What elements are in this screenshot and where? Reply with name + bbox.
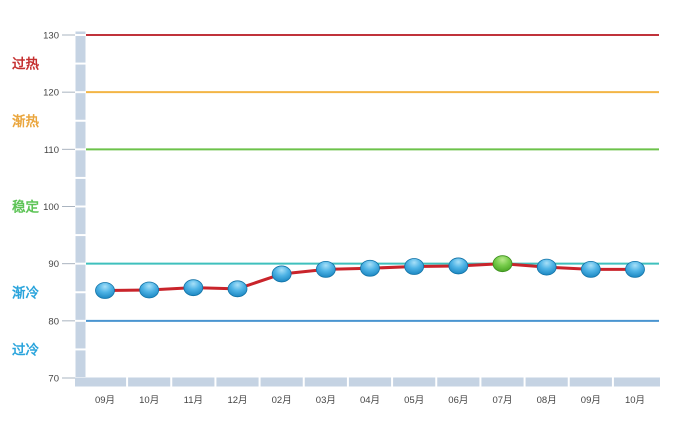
y-tick-label-90: 90 bbox=[48, 259, 59, 270]
y-axis-bar-segment bbox=[75, 178, 86, 206]
data-point-0-09月[interactable] bbox=[95, 282, 115, 299]
data-point-10-08月[interactable] bbox=[536, 258, 557, 276]
y-axis-bar-segment bbox=[75, 93, 86, 120]
zone-label-cooling: 渐冷 bbox=[12, 284, 39, 300]
x-tick-label-0: 09月 bbox=[95, 395, 115, 406]
x-axis-bar-segment bbox=[172, 377, 215, 387]
y-axis-bar-segment bbox=[75, 121, 86, 149]
data-point-9-07月[interactable] bbox=[492, 255, 513, 273]
x-axis-bar-segment bbox=[569, 377, 612, 387]
x-axis-bar-segment bbox=[613, 377, 660, 387]
x-tick-label-10: 08月 bbox=[537, 395, 557, 406]
y-axis-bar-segment bbox=[75, 264, 86, 292]
x-axis-bar-segment bbox=[437, 377, 480, 387]
x-axis-bar-segment bbox=[75, 377, 127, 387]
y-tick-label-80: 80 bbox=[48, 316, 59, 327]
x-tick-label-12: 10月 bbox=[625, 395, 645, 406]
x-tick-label-6: 04月 bbox=[360, 395, 380, 406]
x-tick-label-3: 12月 bbox=[227, 395, 247, 406]
x-tick-label-8: 06月 bbox=[448, 395, 468, 406]
x-tick-label-5: 03月 bbox=[316, 395, 336, 406]
y-axis-bar-segment bbox=[75, 321, 86, 349]
y-tick-label-100: 100 bbox=[43, 202, 59, 213]
y-axis-bar-segment bbox=[75, 350, 86, 377]
x-tick-label-1: 10月 bbox=[139, 395, 159, 406]
y-axis-bar-segment bbox=[75, 64, 86, 92]
zone-label-warming: 渐热 bbox=[12, 113, 39, 129]
x-tick-label-11: 09月 bbox=[581, 395, 601, 406]
y-tick-label-110: 110 bbox=[44, 145, 59, 156]
data-point-1-10月[interactable] bbox=[139, 281, 160, 299]
y-axis-bar-segment bbox=[75, 293, 86, 320]
y-tick-label-120: 120 bbox=[43, 88, 59, 99]
x-axis-bar-segment bbox=[260, 377, 303, 387]
data-point-6-04月[interactable] bbox=[360, 259, 380, 277]
x-axis-bar-segment bbox=[393, 377, 436, 387]
y-axis-bar-segment bbox=[75, 207, 86, 235]
y-axis: 130 120 110 100 90 80 70 bbox=[43, 31, 86, 385]
data-point-4-02月[interactable] bbox=[271, 265, 292, 283]
y-tick-label-130: 130 bbox=[43, 31, 59, 42]
x-axis-bar-segment bbox=[348, 377, 392, 387]
x-tick-label-4: 02月 bbox=[272, 395, 292, 406]
y-axis-bar-segment bbox=[75, 150, 86, 177]
data-point-2-11月[interactable] bbox=[183, 279, 204, 297]
x-axis-bar-segment bbox=[481, 377, 524, 387]
data-point-11-09月[interactable] bbox=[580, 260, 601, 278]
y-axis-bar-segment bbox=[75, 236, 86, 263]
data-point-8-06月[interactable] bbox=[448, 257, 469, 275]
x-axis-bar-segment bbox=[128, 377, 171, 387]
x-axis-bar-segment bbox=[304, 377, 347, 387]
x-tick-label-2: 11月 bbox=[184, 395, 203, 406]
x-axis-bar-segment bbox=[525, 377, 568, 387]
x-tick-label-9: 07月 bbox=[492, 395, 512, 406]
x-axis: 09月 10月 11月 12月 02月 03月 04月 05月 06月 07月 08月 09月 10月 bbox=[75, 377, 660, 406]
data-point-12-10月[interactable] bbox=[625, 260, 645, 278]
y-axis-bar-segment bbox=[75, 36, 86, 63]
data-point-3-12月[interactable] bbox=[227, 280, 248, 298]
zone-label-overheated: 过热 bbox=[12, 56, 39, 72]
zone-label-stable: 稳定 bbox=[12, 199, 39, 215]
x-tick-label-7: 05月 bbox=[404, 395, 424, 406]
x-axis-bar-segment bbox=[216, 377, 259, 387]
zone-label-overcooled: 过冷 bbox=[12, 341, 39, 357]
data-point-5-03月[interactable] bbox=[315, 260, 336, 278]
data-point-7-05月[interactable] bbox=[404, 258, 425, 275]
y-tick-label-70: 70 bbox=[48, 374, 59, 385]
